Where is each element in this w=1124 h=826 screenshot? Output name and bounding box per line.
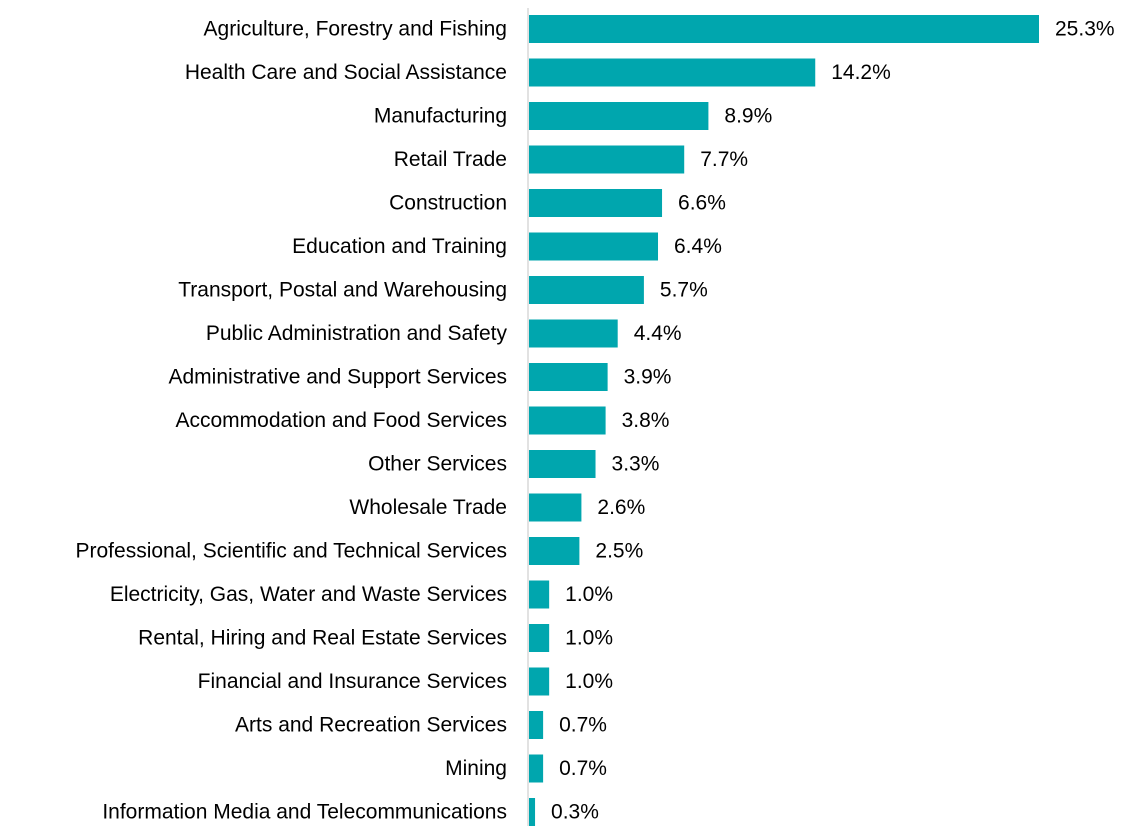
category-label: Other Services	[368, 453, 507, 476]
bar	[529, 189, 663, 217]
bar	[529, 537, 580, 565]
bar	[529, 232, 659, 261]
value-label: 14.2%	[831, 61, 891, 84]
bar	[529, 145, 685, 174]
bar	[529, 711, 544, 739]
category-label: Wholesale Trade	[349, 496, 507, 519]
category-label: Electricity, Gas, Water and Waste Servic…	[110, 583, 507, 606]
category-label: Construction	[389, 192, 507, 215]
category-label: Accommodation and Food Services	[176, 409, 508, 432]
value-label: 25.3%	[1055, 18, 1115, 41]
bar	[529, 798, 536, 826]
category-label: Rental, Hiring and Real Estate Services	[138, 627, 507, 650]
bar	[529, 493, 582, 522]
value-label: 1.0%	[565, 583, 613, 606]
bar	[529, 580, 550, 609]
value-label: 0.7%	[559, 714, 607, 737]
category-label: Agriculture, Forestry and Fishing	[204, 18, 507, 41]
category-label: Arts and Recreation Services	[235, 714, 507, 737]
value-label: 0.3%	[551, 801, 599, 824]
value-label: 5.7%	[660, 279, 708, 302]
bar	[529, 624, 550, 652]
bar	[529, 102, 709, 130]
category-labels: Agriculture, Forestry and Fishing Health …	[76, 18, 508, 824]
value-labels: 25.3% 14.2% 8.9% 7.7% 6.6% 6.4% 5.7% 4.4% 3.9% 3.…	[551, 18, 1114, 824]
bar	[529, 15, 1039, 43]
value-label: 1.0%	[565, 670, 613, 693]
value-label: 2.5%	[595, 540, 643, 563]
category-label: Education and Training	[292, 235, 507, 258]
value-label: 3.3%	[612, 453, 660, 476]
category-label: Retail Trade	[394, 148, 507, 171]
category-label: Public Administration and Safety	[206, 322, 508, 345]
value-label: 1.0%	[565, 627, 613, 650]
bar	[529, 406, 606, 435]
value-label: 6.4%	[674, 235, 722, 258]
bar	[529, 58, 816, 87]
bars	[529, 15, 1039, 826]
category-label: Manufacturing	[374, 105, 507, 128]
category-label: Health Care and Social Assistance	[185, 61, 507, 84]
value-label: 3.8%	[622, 409, 670, 432]
category-label: Mining	[445, 757, 507, 780]
bar	[529, 667, 550, 696]
value-label: 3.9%	[624, 366, 672, 389]
value-label: 0.7%	[559, 757, 607, 780]
value-label: 8.9%	[724, 105, 772, 128]
value-label: 6.6%	[678, 192, 726, 215]
category-label: Financial and Insurance Services	[198, 670, 507, 693]
category-label: Administrative and Support Services	[169, 366, 508, 389]
bar	[529, 363, 608, 391]
bar	[529, 319, 618, 348]
value-label: 4.4%	[634, 322, 682, 345]
category-label: Transport, Postal and Warehousing	[178, 279, 507, 302]
value-label: 7.7%	[700, 148, 748, 171]
value-label: 2.6%	[597, 496, 645, 519]
category-label: Professional, Scientific and Technical S…	[76, 540, 508, 563]
bar	[529, 276, 644, 304]
bar	[529, 450, 596, 478]
category-label: Information Media and Telecommunications	[102, 801, 507, 824]
bar	[529, 754, 544, 783]
